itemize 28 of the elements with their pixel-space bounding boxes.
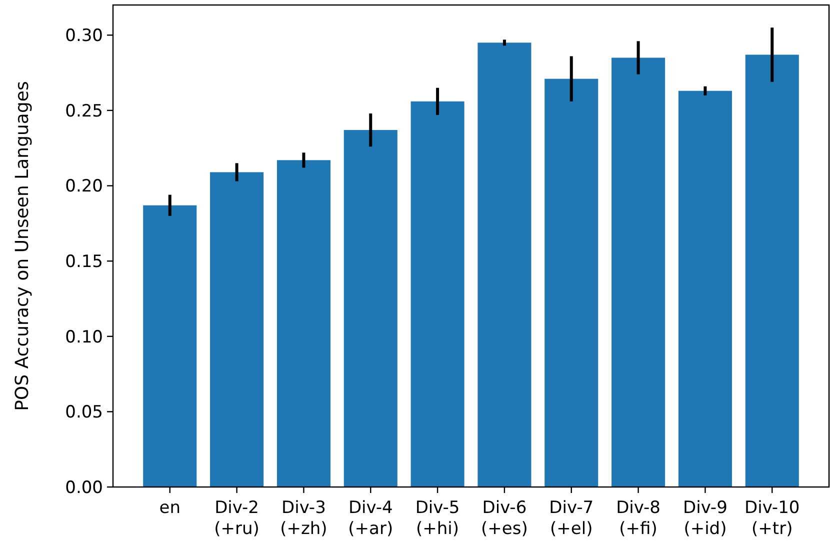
y-tick-label: 0.00 — [65, 478, 103, 498]
x-tick-label: Div-4 (+ar) — [348, 498, 394, 539]
x-tick-label: Div-10 (+tr) — [744, 498, 800, 539]
x-tick-label: Div-6 (+es) — [481, 498, 528, 539]
bar — [745, 54, 799, 487]
y-tick-label: 0.10 — [65, 327, 103, 348]
x-tick-label: Div-2 (+ru) — [214, 498, 260, 539]
x-tick-label: en — [159, 498, 180, 518]
x-tick-label: Div-5 (+hi) — [415, 498, 460, 539]
bar — [143, 205, 197, 487]
bar — [344, 130, 398, 487]
y-tick-label: 0.25 — [65, 101, 103, 122]
bar — [678, 90, 732, 487]
y-tick-label: 0.20 — [65, 176, 103, 197]
bar — [276, 160, 330, 487]
bar — [410, 101, 464, 487]
y-axis-title: POS Accuracy on Unseen Languages — [12, 81, 33, 411]
y-tick-label: 0.30 — [65, 26, 103, 46]
x-tick-label: Div-8 (+fi) — [616, 498, 660, 539]
y-tick-label: 0.05 — [65, 402, 103, 423]
x-tick-label: Div-9 (+id) — [683, 498, 728, 539]
x-tick-label: Div-3 (+zh) — [280, 498, 328, 539]
bar — [544, 78, 598, 487]
bar — [210, 172, 264, 487]
bar — [612, 58, 666, 487]
y-tick-label: 0.15 — [65, 252, 103, 272]
bar — [478, 42, 532, 487]
x-tick-label: Div-7 (+el) — [549, 498, 594, 539]
